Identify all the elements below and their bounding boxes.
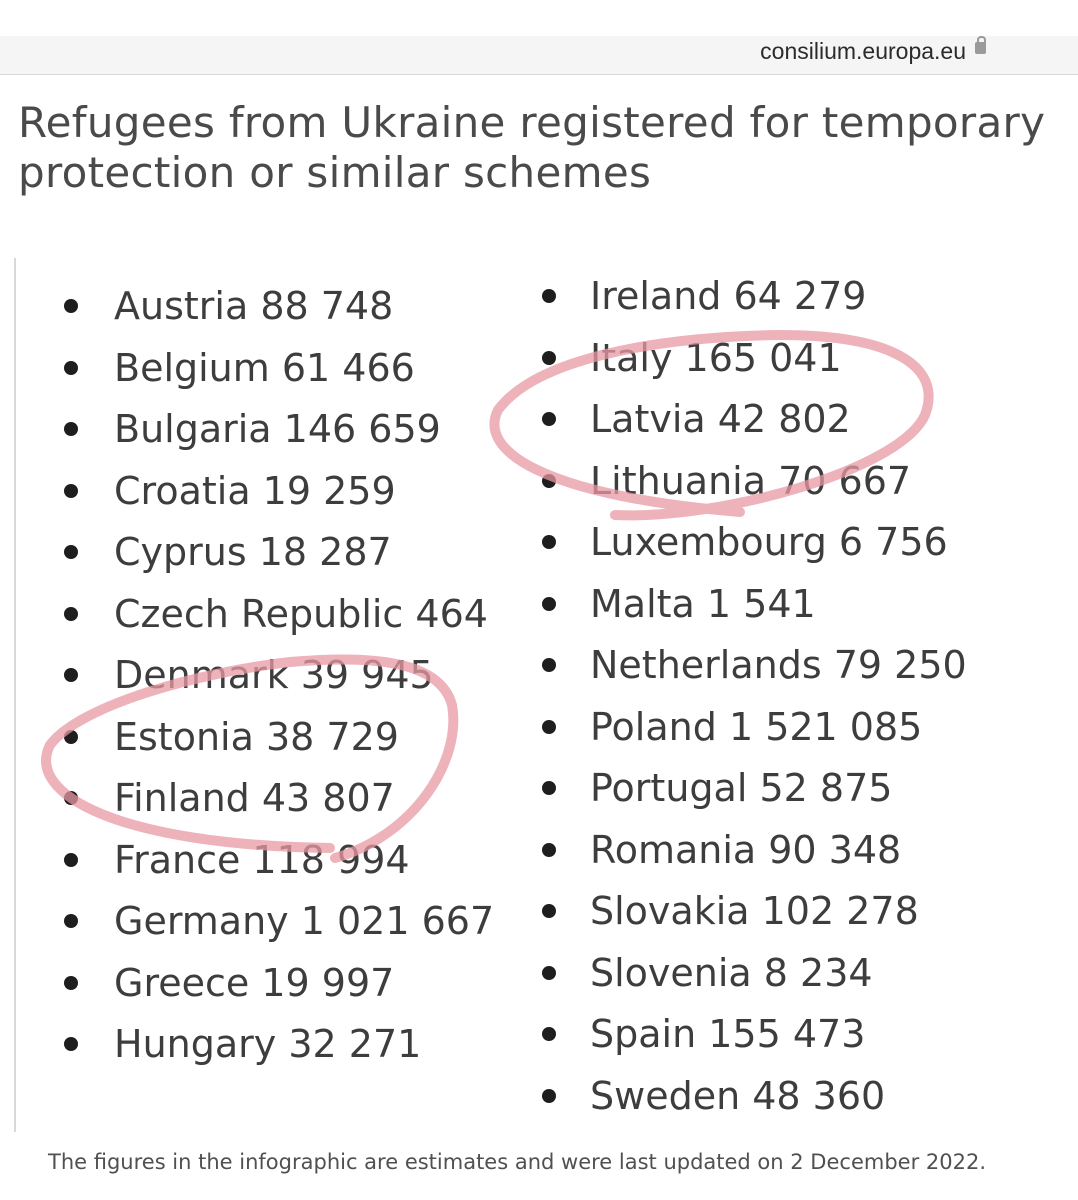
country-item-poland: Poland 1 521 085	[540, 705, 1060, 767]
bullet-icon	[64, 545, 78, 559]
country-item-estonia: Estonia 38 729	[62, 715, 532, 777]
country-item-germany: Germany 1 021 667	[62, 899, 532, 961]
country-label: Slovenia 8 234	[590, 950, 873, 995]
country-label: Slovakia 102 278	[590, 889, 919, 933]
bullet-icon	[64, 852, 78, 867]
country-item-france: France 118 994	[62, 838, 532, 900]
country-list-right: Ireland 64 279 Italy 165 041 Latvia 42 8…	[540, 274, 1060, 1135]
bullet-icon	[542, 658, 556, 672]
list-panel-border	[14, 258, 16, 1132]
bullet-icon	[64, 729, 78, 744]
bullet-icon	[542, 781, 556, 795]
country-label: Austria 88 748	[114, 284, 394, 328]
bullet-icon	[542, 904, 556, 918]
bullet-icon	[542, 596, 556, 611]
bullet-icon	[542, 412, 556, 426]
bullet-icon	[542, 350, 556, 365]
site-url[interactable]: consilium.europa.eu	[760, 38, 966, 64]
bullet-icon	[542, 473, 556, 488]
country-item-denmark: Denmark 39 945	[62, 653, 532, 715]
bullet-icon	[542, 1027, 556, 1041]
country-item-lithuania: Lithuania 70 667	[540, 459, 1060, 521]
country-item-luxembourg: Luxembourg 6 756	[540, 520, 1060, 582]
country-item-spain: Spain 155 473	[540, 1012, 1060, 1074]
country-label: Denmark 39 945	[114, 653, 434, 697]
country-label: Bulgaria 146 659	[114, 407, 441, 451]
country-item-belgium: Belgium 61 466	[62, 346, 532, 408]
country-label: Poland 1 521 085	[590, 704, 923, 749]
country-item-hungary: Hungary 32 271	[62, 1022, 532, 1084]
page-title: Refugees from Ukraine registered for tem…	[18, 98, 1046, 197]
country-label: Luxembourg 6 756	[590, 520, 948, 564]
country-label: Greece 19 997	[114, 960, 395, 1005]
country-label: Ireland 64 279	[590, 274, 867, 318]
country-label: Romania 90 348	[590, 827, 902, 872]
country-label: Latvia 42 802	[590, 397, 851, 441]
bullet-icon	[64, 914, 78, 928]
bullet-icon	[542, 965, 556, 980]
bullet-icon	[64, 299, 78, 313]
country-item-austria: Austria 88 748	[62, 284, 532, 346]
bullet-icon	[542, 535, 556, 549]
country-item-croatia: Croatia 19 259	[62, 469, 532, 531]
country-item-slovenia: Slovenia 8 234	[540, 951, 1060, 1013]
country-label: Croatia 19 259	[114, 468, 396, 513]
country-label: Czech Republic 464	[114, 591, 488, 636]
bullet-icon	[64, 606, 78, 621]
country-label: Germany 1 021 667	[114, 899, 495, 943]
country-list-left: Austria 88 748 Belgium 61 466 Bulgaria 1…	[62, 284, 532, 1084]
bullet-icon	[542, 1088, 556, 1103]
country-item-czech-republic: Czech Republic 464	[62, 592, 532, 654]
browser-url-bar: consilium.europa.eu	[0, 36, 1078, 75]
country-item-slovakia: Slovakia 102 278	[540, 889, 1060, 951]
bullet-icon	[542, 289, 556, 303]
country-item-bulgaria: Bulgaria 146 659	[62, 407, 532, 469]
country-item-ireland: Ireland 64 279	[540, 274, 1060, 336]
country-label: Malta 1 541	[590, 581, 816, 626]
country-item-greece: Greece 19 997	[62, 961, 532, 1023]
lock-icon	[975, 36, 986, 54]
footnote: The figures in the infographic are estim…	[48, 1150, 986, 1174]
country-item-cyprus: Cyprus 18 287	[62, 530, 532, 592]
country-label: Portugal 52 875	[590, 766, 893, 810]
country-item-netherlands: Netherlands 79 250	[540, 643, 1060, 705]
bullet-icon	[64, 791, 78, 805]
country-item-finland: Finland 43 807	[62, 776, 532, 838]
bullet-icon	[64, 360, 78, 375]
country-label: France 118 994	[114, 837, 410, 882]
country-item-malta: Malta 1 541	[540, 582, 1060, 644]
country-label: Belgium 61 466	[114, 345, 415, 390]
country-label: Hungary 32 271	[114, 1022, 422, 1066]
country-label: Netherlands 79 250	[590, 643, 967, 687]
country-item-portugal: Portugal 52 875	[540, 766, 1060, 828]
bullet-icon	[64, 1037, 78, 1051]
country-item-italy: Italy 165 041	[540, 336, 1060, 398]
country-item-latvia: Latvia 42 802	[540, 397, 1060, 459]
country-item-romania: Romania 90 348	[540, 828, 1060, 890]
country-label: Lithuania 70 667	[590, 458, 912, 503]
bullet-icon	[64, 668, 78, 682]
bullet-icon	[542, 842, 556, 857]
country-label: Finland 43 807	[114, 776, 395, 820]
bullet-icon	[64, 422, 78, 436]
bullet-icon	[542, 719, 556, 734]
bullet-icon	[64, 975, 78, 990]
country-item-sweden: Sweden 48 360	[540, 1074, 1060, 1136]
country-label: Sweden 48 360	[590, 1073, 886, 1118]
country-label: Italy 165 041	[590, 335, 842, 380]
country-label: Spain 155 473	[590, 1012, 866, 1056]
bullet-icon	[64, 483, 78, 498]
country-label: Estonia 38 729	[114, 714, 399, 759]
country-label: Cyprus 18 287	[114, 530, 392, 574]
